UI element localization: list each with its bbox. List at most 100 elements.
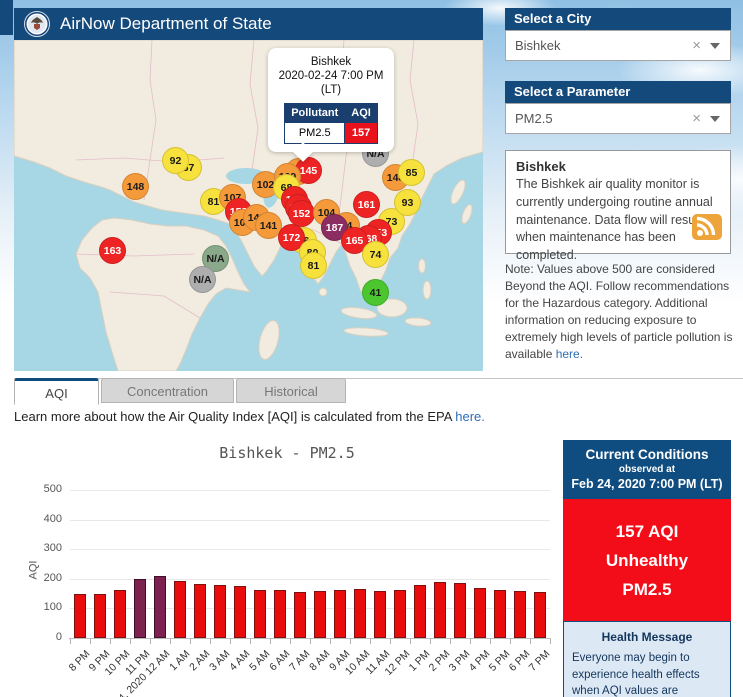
chart-bar	[374, 591, 386, 638]
city-info-box: Bishkek The Bishkek air quality monitor …	[505, 150, 731, 262]
city-select-value: Bishkek	[515, 38, 561, 53]
aqi-marker-152[interactable]: 152	[288, 200, 315, 227]
aqi-marker-161[interactable]: 161	[353, 191, 380, 218]
aqi-map[interactable]: 5792148163811071521041481021121451096814…	[14, 40, 483, 371]
aqi-marker-163[interactable]: 163	[99, 237, 126, 264]
chevron-down-icon[interactable]	[710, 115, 720, 122]
clear-parameter-icon[interactable]: ×	[692, 110, 701, 127]
aqi-marker-92[interactable]: 92	[162, 147, 189, 174]
x-axis-label: 2 PM	[426, 648, 453, 674]
tab-divider	[14, 378, 743, 379]
rss-icon[interactable]	[692, 214, 722, 245]
popup-aqi-value: 157	[344, 122, 378, 144]
y-axis-tick: 0	[55, 631, 62, 643]
cc-aqi-box: 157 AQI Unhealthy PM2.5	[563, 499, 731, 621]
parameter-select[interactable]: PM2.5 ×	[505, 103, 731, 134]
x-axis-label: 4 PM	[466, 648, 493, 674]
health-message-box: Health Message Everyone may begin to exp…	[563, 621, 731, 697]
x-axis-tick	[410, 639, 411, 644]
x-axis-tick	[210, 639, 211, 644]
x-axis-tick	[290, 639, 291, 644]
sidebar-note-link[interactable]: here.	[555, 347, 584, 362]
x-axis-label: 1 AM	[167, 648, 193, 674]
chart-bar	[194, 583, 206, 638]
learn-more-text: Learn more about how the Air Quality Ind…	[14, 409, 485, 424]
chart-bar	[214, 585, 226, 638]
chart-bar	[394, 590, 406, 638]
tab-aqi[interactable]: AQI	[14, 378, 99, 405]
current-conditions-header: Current Conditions observed at Feb 24, 2…	[563, 440, 731, 499]
chart-bar	[134, 578, 146, 638]
x-axis-tick	[430, 639, 431, 644]
app-header: AirNow Department of State	[14, 8, 483, 40]
x-axis-label: 5 AM	[247, 648, 273, 674]
chart-bar	[174, 580, 186, 638]
health-message-text: Everyone may begin to experience health …	[572, 652, 700, 697]
tab-historical[interactable]: Historical	[236, 378, 346, 403]
city-select[interactable]: Bishkek ×	[505, 30, 731, 61]
x-axis-tick	[130, 639, 131, 644]
chart-title: Bishkek - PM2.5	[219, 444, 355, 462]
x-axis-tick	[470, 639, 471, 644]
chart-bar	[534, 591, 546, 638]
chart-bar	[334, 590, 346, 638]
aqi-marker-na[interactable]: N/A	[189, 266, 216, 293]
x-axis-label: 8 PM	[66, 648, 93, 674]
x-axis-tick	[490, 639, 491, 644]
x-axis-tick	[530, 639, 531, 644]
map-popup: Bishkek 2020-02-24 7:00 PM (LT) Pollutan…	[268, 48, 394, 162]
aqi-chart: Bishkek - PM2.5 AQI 0 100 200 300 400 500 8 PM…	[14, 432, 560, 697]
select-city-header: Select a City	[505, 8, 731, 30]
aqi-marker-81[interactable]: 81	[300, 252, 327, 279]
gridline	[70, 519, 550, 521]
x-axis-tick	[390, 639, 391, 644]
x-axis-tick	[310, 639, 311, 644]
learn-more-link[interactable]: here.	[455, 409, 485, 424]
x-axis-tick	[270, 639, 271, 644]
aqi-marker-165[interactable]: 165	[341, 227, 368, 254]
aqi-marker-93[interactable]: 93	[394, 189, 421, 216]
chart-bar	[234, 586, 246, 638]
aqi-marker-148[interactable]: 148	[122, 173, 149, 200]
popup-datetime: 2020-02-24 7:00 PM (LT)	[278, 70, 384, 96]
popup-city: Bishkek	[310, 56, 352, 68]
select-parameter-header: Select a Parameter	[505, 81, 731, 103]
gridline	[70, 549, 550, 551]
aqi-marker-104[interactable]: 104	[313, 199, 340, 226]
chart-bar	[434, 581, 446, 638]
cc-aqi-category: Unhealthy	[605, 551, 689, 570]
sidebar-note: Note: Values above 500 are considered Be…	[505, 261, 741, 363]
chart-bar	[94, 594, 106, 638]
chart-bar	[454, 583, 466, 638]
x-axis-tick	[230, 639, 231, 644]
aqi-marker-141[interactable]: 141	[255, 212, 282, 239]
x-axis-line	[69, 638, 551, 639]
x-axis-tick	[350, 639, 351, 644]
chart-bar	[154, 575, 166, 638]
chart-bar	[474, 587, 486, 638]
x-axis-label: 6 AM	[267, 648, 293, 674]
aqi-marker-41[interactable]: 41	[362, 279, 389, 306]
health-message-title: Health Message	[601, 630, 693, 644]
popup-pollutant-value: PM2.5	[284, 122, 346, 144]
popup-aqi-header: AQI	[344, 103, 378, 123]
x-axis-label: 7 AM	[287, 648, 313, 674]
aqi-marker-85[interactable]: 85	[398, 159, 425, 186]
map-marker-layer: 5792148163811071521041481021121451096814…	[14, 40, 483, 371]
aqi-marker-74[interactable]: 74	[362, 241, 389, 268]
x-axis-label: 7 PM	[526, 648, 553, 674]
tab-concentration[interactable]: Concentration	[101, 378, 234, 403]
clear-city-icon[interactable]: ×	[692, 37, 701, 54]
x-axis-tick	[90, 639, 91, 644]
chart-bar	[74, 593, 86, 638]
chart-bar	[414, 585, 426, 638]
chevron-down-icon[interactable]	[710, 42, 720, 49]
chart-bar	[114, 589, 126, 638]
x-axis-tick	[450, 639, 451, 644]
x-axis-tick	[110, 639, 111, 644]
chart-plot: AQI 0 100 200 300 400 500 8 PM 9 PM 10 PM 11 PM Fe…	[27, 483, 552, 697]
x-axis-tick	[170, 639, 171, 644]
x-axis-tick	[190, 639, 191, 644]
gridline	[70, 490, 550, 491]
